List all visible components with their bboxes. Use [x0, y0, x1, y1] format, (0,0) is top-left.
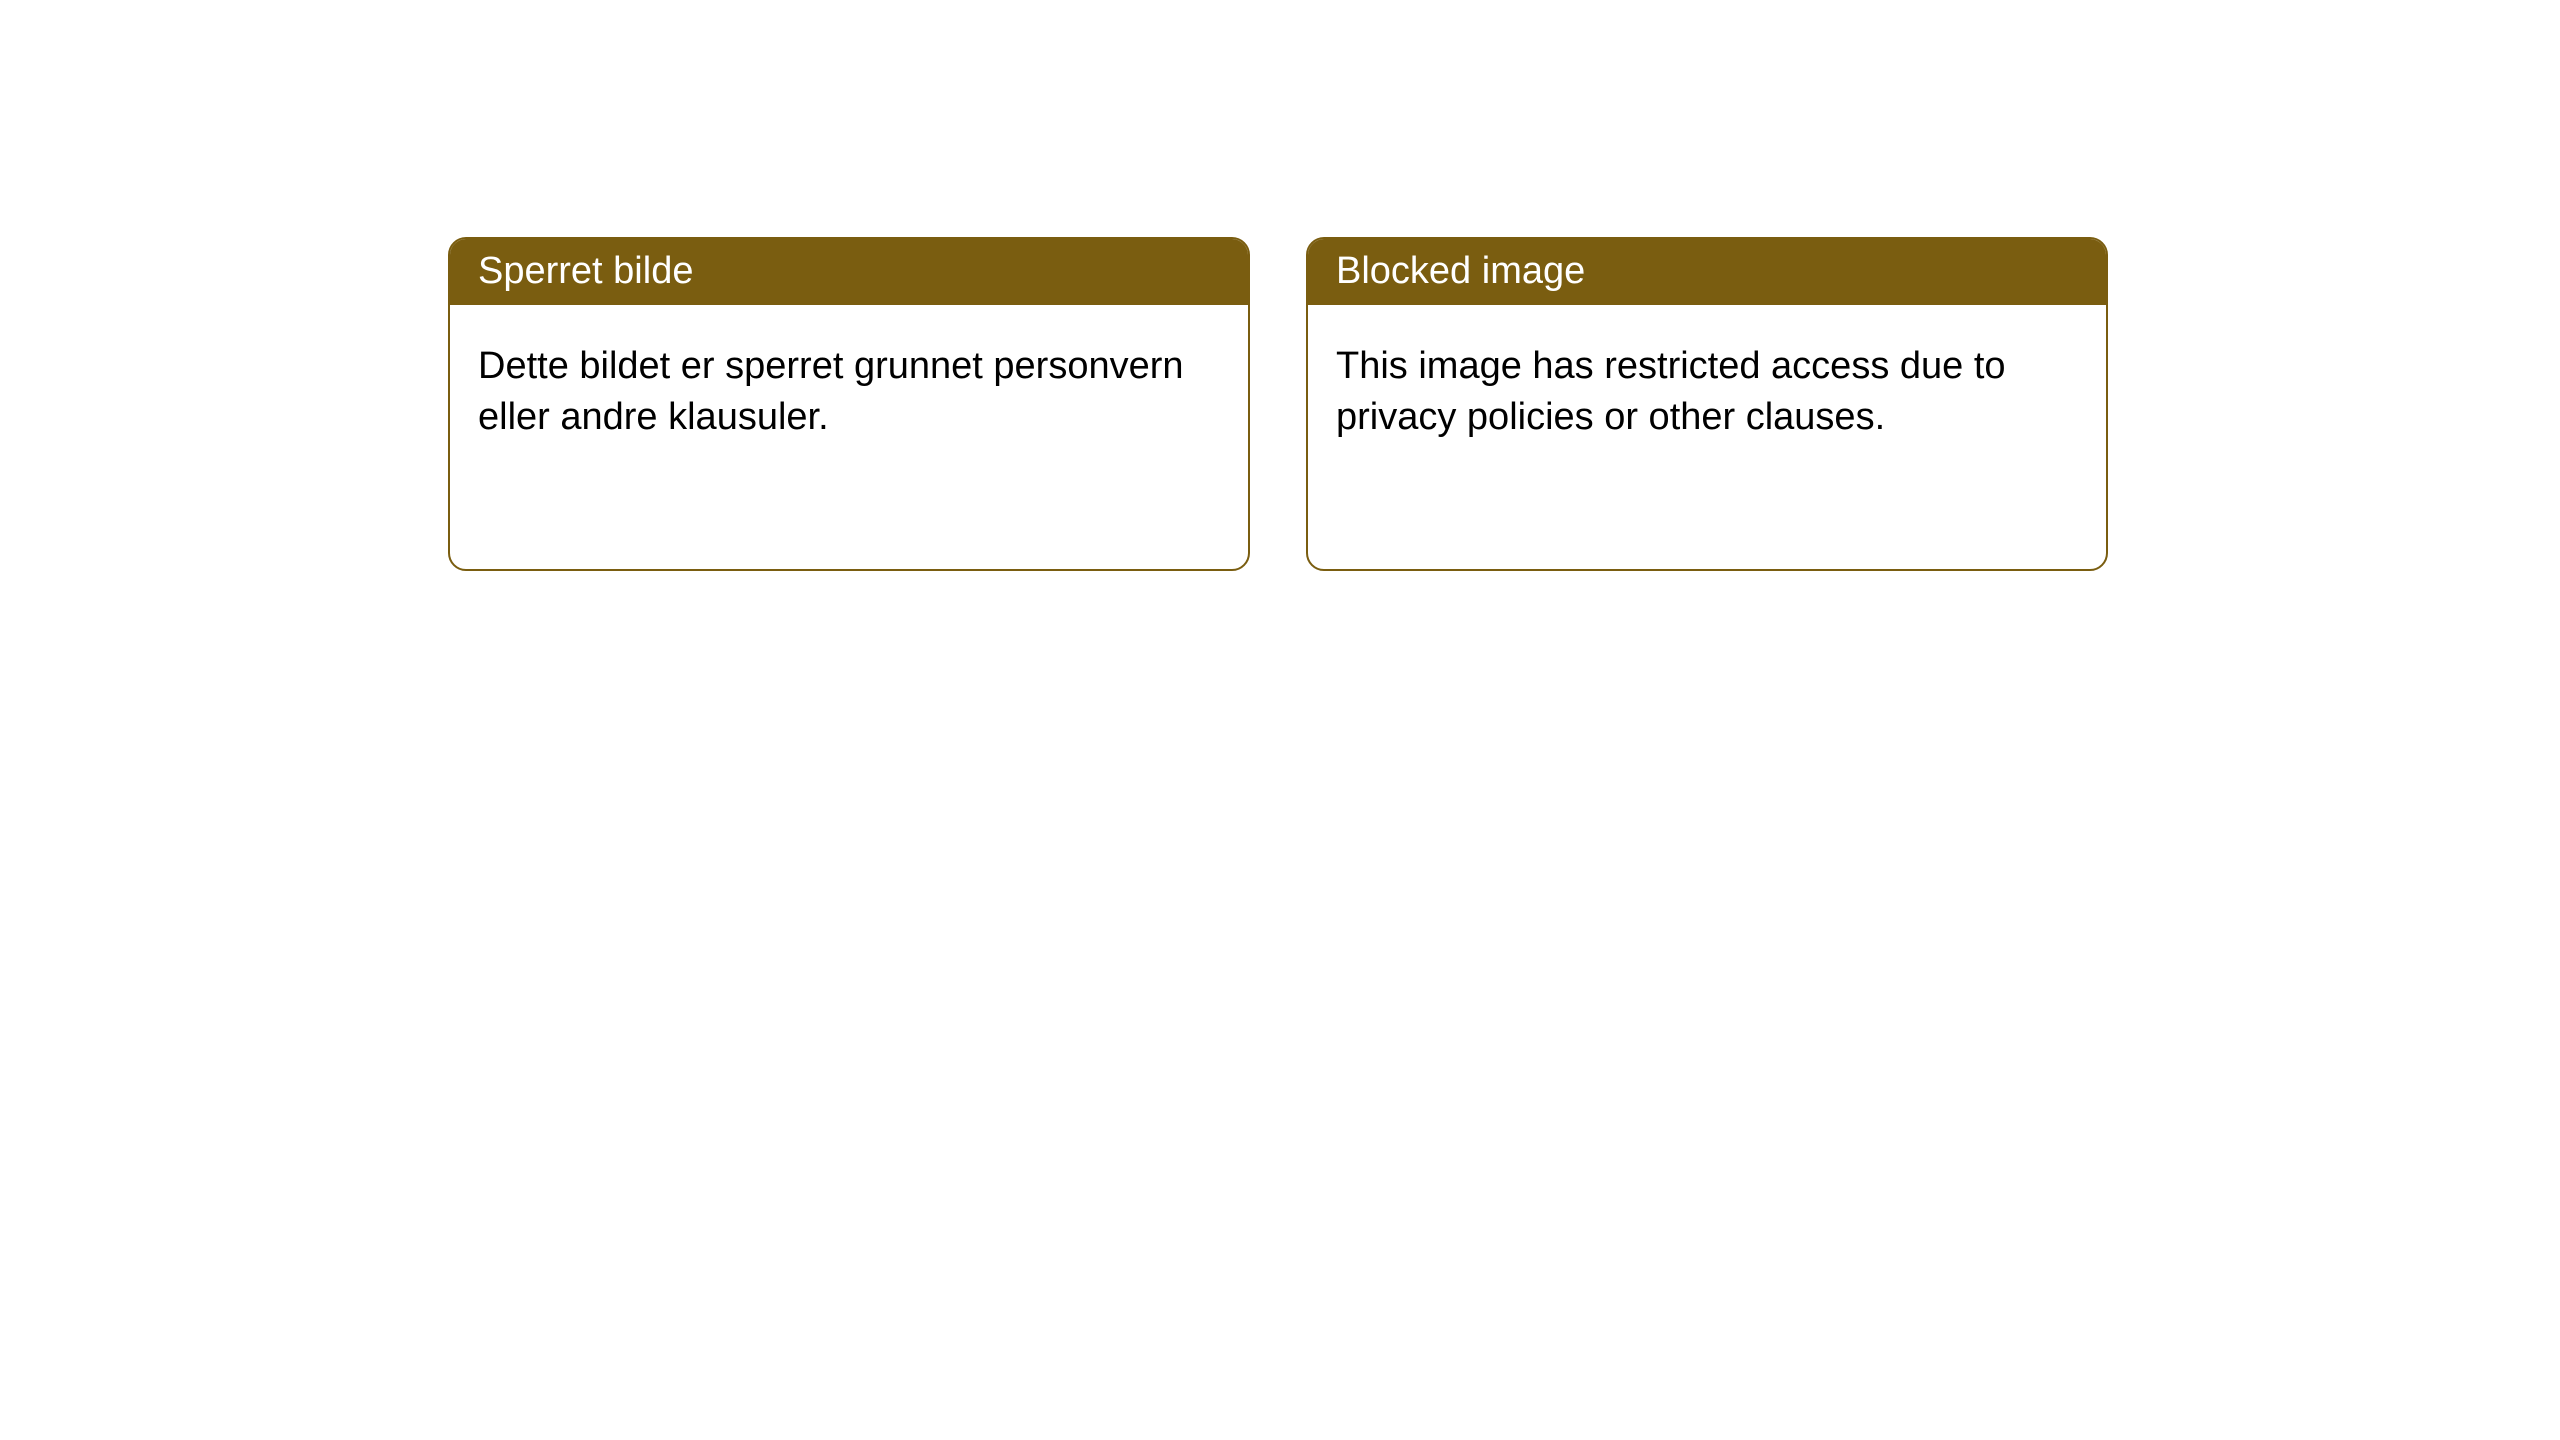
card-header-english: Blocked image — [1308, 239, 2106, 305]
notice-card-norwegian: Sperret bilde Dette bildet er sperret gr… — [448, 237, 1250, 571]
card-header-norwegian: Sperret bilde — [450, 239, 1248, 305]
card-body-norwegian: Dette bildet er sperret grunnet personve… — [450, 305, 1248, 480]
notice-card-container: Sperret bilde Dette bildet er sperret gr… — [448, 237, 2108, 571]
card-body-english: This image has restricted access due to … — [1308, 305, 2106, 480]
notice-card-english: Blocked image This image has restricted … — [1306, 237, 2108, 571]
